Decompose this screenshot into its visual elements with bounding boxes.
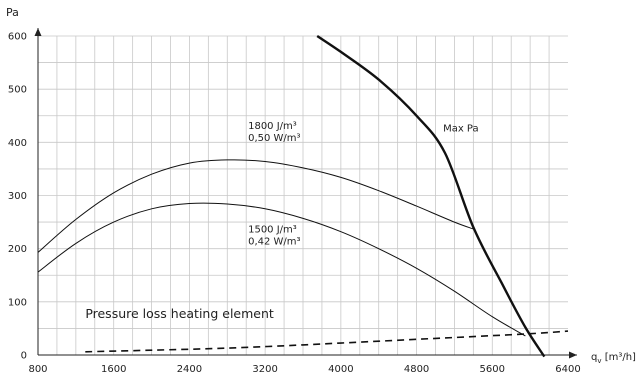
grid	[38, 35, 568, 355]
x-axis-label-unit: [m³/h]	[602, 352, 637, 363]
tick-labels: 800 1600 2400 3200 4000 4800 5600 6400 0 100 200 30…	[8, 32, 581, 376]
x-axis-label-sub: v	[597, 357, 601, 365]
x-tick-label: 4000	[328, 364, 353, 375]
annotation-text: 1500 J/m³ 0,42 W/m³	[248, 225, 300, 248]
x-axis-label-main: q	[591, 352, 597, 363]
y-tick-label: 200	[8, 244, 27, 255]
y-tick-label: 600	[8, 32, 27, 43]
annotation-line: Pressure loss heating element	[85, 306, 274, 321]
y-tick-label: 400	[8, 138, 27, 149]
y-axis-label: Pa	[6, 6, 19, 19]
y-tick-label: 500	[8, 85, 27, 96]
annotation-line: Max Pa	[443, 124, 479, 135]
annotation-line: 0,50 W/m³	[248, 133, 300, 144]
x-tick-label: 1600	[101, 364, 126, 375]
annotation-text: Max Pa	[443, 124, 479, 135]
data-series	[37, 35, 569, 358]
x-tick-label: 2400	[177, 364, 202, 375]
x-tick-label: 4800	[404, 364, 429, 375]
x-axis-arrow	[569, 351, 577, 359]
annotation-line: 0,42 W/m³	[248, 237, 300, 248]
annotation-text: 1800 J/m³ 0,50 W/m³	[248, 121, 300, 144]
series-line-curve-1500	[37, 202, 526, 337]
x-tick-label: 3200	[252, 364, 277, 375]
annotation-line: 1500 J/m³	[248, 225, 297, 236]
x-tick-label: 6400	[555, 364, 580, 375]
annotation-text: Pressure loss heating element	[85, 306, 274, 321]
series-line-pressure-loss	[85, 330, 569, 353]
x-axis-label: qv [m³/h]	[591, 352, 636, 365]
annotations: 1800 J/m³ 0,50 W/m³ 1500 J/m³ 0,42 W/m³ Max …	[85, 121, 478, 321]
y-tick-label: 0	[21, 351, 27, 362]
x-tick-label: 5600	[480, 364, 505, 375]
y-tick-label: 100	[8, 297, 27, 308]
axes	[34, 28, 577, 359]
annotation-line: 1800 J/m³	[248, 121, 297, 132]
y-tick-label: 300	[8, 191, 27, 202]
x-tick-label: 800	[28, 364, 47, 375]
series-line-curve-1800	[37, 159, 474, 253]
series-line-max-pa	[316, 35, 546, 358]
y-axis-arrow	[34, 28, 42, 36]
